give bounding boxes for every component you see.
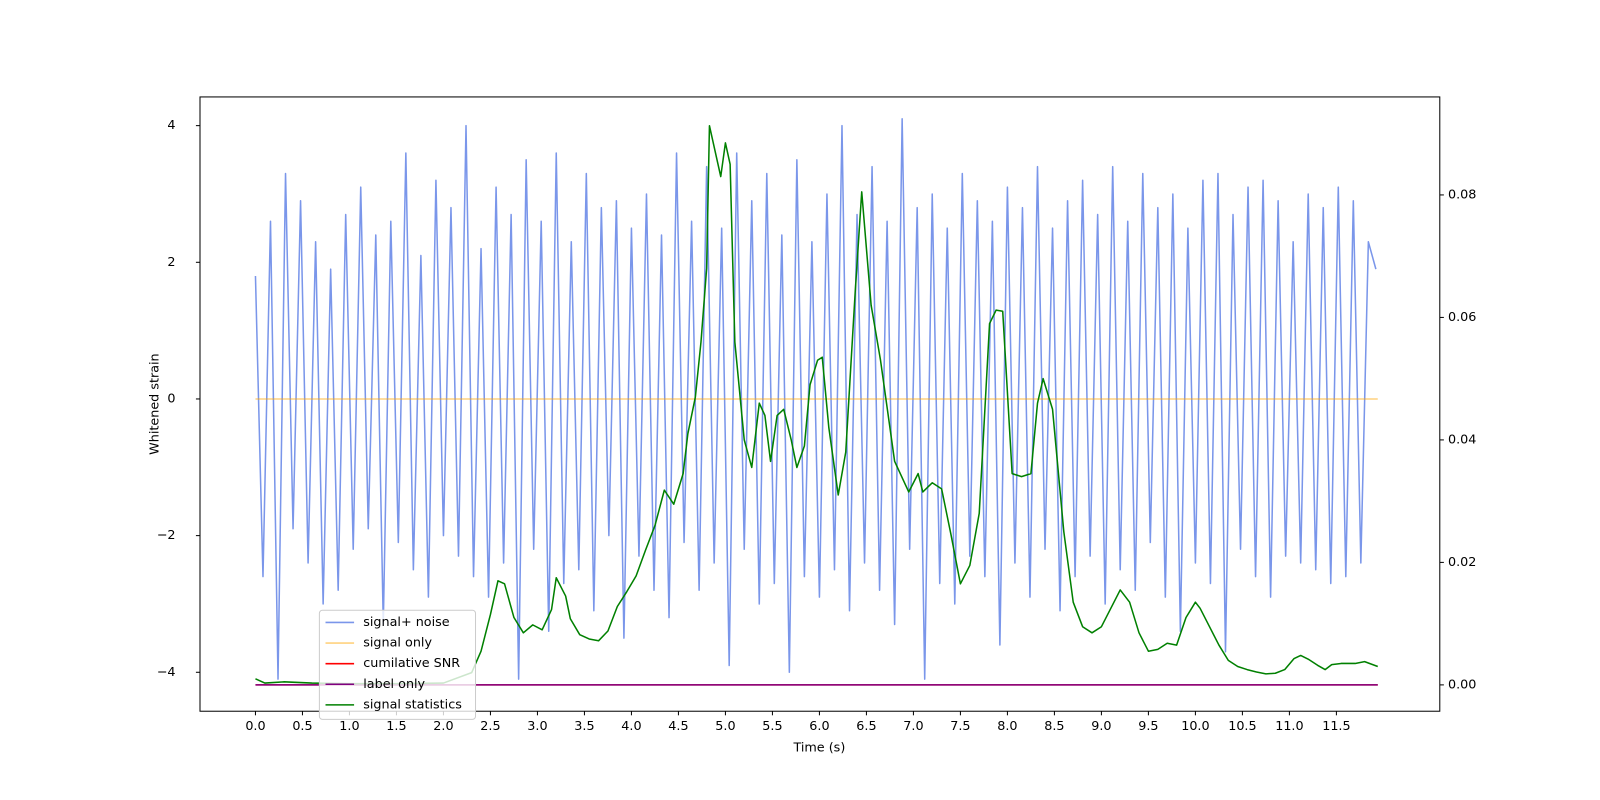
x-tick-label: 7.0	[903, 719, 923, 734]
x-tick-label: 3.0	[527, 719, 547, 734]
x-tick-label: 9.5	[1138, 719, 1158, 734]
x-tick-label: 6.5	[856, 719, 876, 734]
y2-tick-label: 0.00	[1448, 677, 1476, 692]
x-tick-label: 10.5	[1228, 719, 1256, 734]
x-tick-label: 1.0	[339, 719, 359, 734]
x-axis-label: Time (s)	[792, 740, 845, 755]
x-tick-label: 6.0	[809, 719, 829, 734]
legend-label: signal statistics	[363, 697, 462, 712]
x-tick-label: 5.5	[762, 719, 782, 734]
x-tick-label: 8.0	[997, 719, 1017, 734]
x-tick-label: 1.5	[386, 719, 406, 734]
x-tick-label: 7.5	[950, 719, 970, 734]
legend-frame	[318, 609, 477, 720]
series-line	[254, 118, 1377, 680]
y-tick-label: 2	[167, 255, 175, 270]
x-tick-label: 11.0	[1275, 719, 1303, 734]
x-tick-label: 4.0	[621, 719, 641, 734]
legend-label: label only	[363, 677, 425, 692]
x-tick-label: 8.5	[1044, 719, 1064, 734]
x-tick-label: 9.0	[1091, 719, 1111, 734]
x-tick-label: 0.0	[245, 719, 265, 734]
y-axis-label: Whitened strain	[148, 353, 163, 454]
y2-tick-label: 0.02	[1448, 555, 1476, 570]
y-tick-label: 4	[167, 118, 175, 133]
y-tick-label: −2	[157, 528, 176, 543]
x-tick-label: 11.5	[1322, 719, 1350, 734]
legend: signal+ noise signal only cumilative SNR la…	[318, 609, 477, 720]
x-tick-label: 4.5	[668, 719, 688, 734]
y-tick-label: 0	[167, 391, 175, 406]
x-tick-label: 5.0	[715, 719, 735, 734]
x-tick-label: 0.5	[292, 719, 312, 734]
plot-area	[254, 118, 1379, 686]
x-tick-label: 2.0	[433, 719, 453, 734]
y-tick-label: −4	[157, 665, 176, 680]
y2-tick-label: 0.04	[1448, 432, 1476, 447]
legend-label: signal only	[363, 636, 432, 651]
x-tick-label: 10.0	[1181, 719, 1209, 734]
x-tick-label: 2.5	[480, 719, 500, 734]
y2-tick-label: 0.08	[1448, 187, 1476, 202]
y2-tick-label: 0.06	[1448, 310, 1476, 325]
legend-label: cumilative SNR	[363, 656, 460, 671]
x-tick-label: 3.5	[574, 719, 594, 734]
series-line	[255, 124, 1379, 685]
legend-label: signal+ noise	[363, 615, 450, 630]
